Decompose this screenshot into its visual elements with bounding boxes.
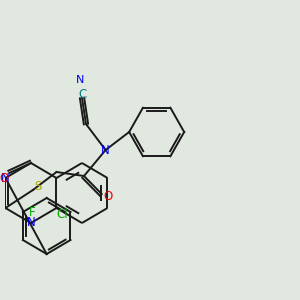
Text: F: F <box>29 206 36 218</box>
Text: O: O <box>103 190 112 203</box>
Text: O: O <box>0 172 9 184</box>
Text: C: C <box>78 88 86 100</box>
Text: N: N <box>1 172 10 184</box>
Text: Cl: Cl <box>57 208 68 220</box>
Text: N: N <box>101 143 110 157</box>
Text: N: N <box>27 217 35 230</box>
Text: S: S <box>34 181 41 194</box>
Text: N: N <box>76 75 84 85</box>
